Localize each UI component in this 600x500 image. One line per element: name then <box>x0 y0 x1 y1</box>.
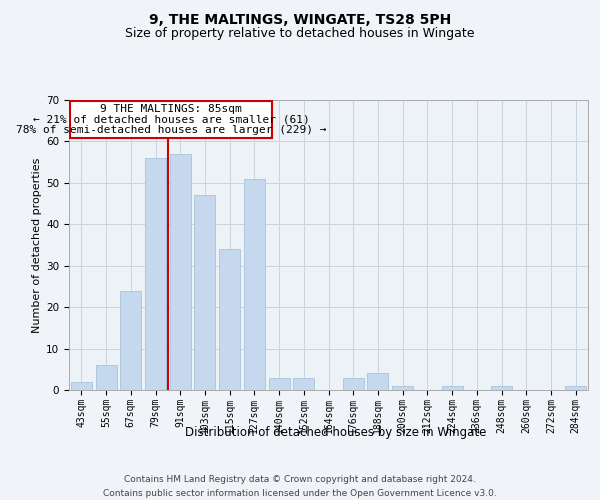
Bar <box>145 158 166 390</box>
Bar <box>120 290 141 390</box>
Bar <box>71 382 92 390</box>
Text: Contains HM Land Registry data © Crown copyright and database right 2024.
Contai: Contains HM Land Registry data © Crown c… <box>103 476 497 498</box>
Bar <box>392 386 413 390</box>
Text: ← 21% of detached houses are smaller (61): ← 21% of detached houses are smaller (61… <box>32 114 310 124</box>
Bar <box>565 386 586 390</box>
Bar <box>442 386 463 390</box>
Bar <box>491 386 512 390</box>
Bar <box>367 374 388 390</box>
Text: 9, THE MALTINGS, WINGATE, TS28 5PH: 9, THE MALTINGS, WINGATE, TS28 5PH <box>149 12 451 26</box>
Bar <box>95 365 116 390</box>
Y-axis label: Number of detached properties: Number of detached properties <box>32 158 42 332</box>
Text: 78% of semi-detached houses are larger (229) →: 78% of semi-detached houses are larger (… <box>16 125 326 135</box>
FancyBboxPatch shape <box>70 101 272 138</box>
Text: Size of property relative to detached houses in Wingate: Size of property relative to detached ho… <box>125 28 475 40</box>
Text: Distribution of detached houses by size in Wingate: Distribution of detached houses by size … <box>185 426 487 439</box>
Bar <box>343 378 364 390</box>
Bar <box>293 378 314 390</box>
Text: 9 THE MALTINGS: 85sqm: 9 THE MALTINGS: 85sqm <box>100 104 242 114</box>
Bar <box>244 178 265 390</box>
Bar <box>269 378 290 390</box>
Bar <box>219 249 240 390</box>
Bar <box>170 154 191 390</box>
Bar <box>194 196 215 390</box>
